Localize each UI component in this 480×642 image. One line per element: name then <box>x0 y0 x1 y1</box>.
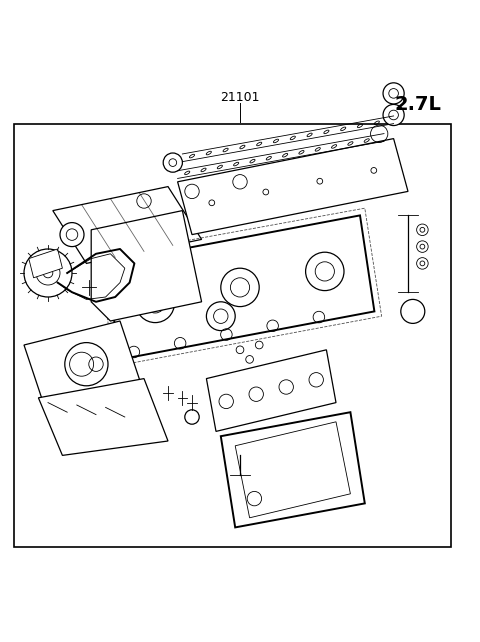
Polygon shape <box>206 350 336 431</box>
Polygon shape <box>106 216 374 360</box>
Polygon shape <box>178 139 408 234</box>
Polygon shape <box>91 211 202 321</box>
Polygon shape <box>53 187 202 263</box>
Circle shape <box>383 105 404 126</box>
Text: 21101: 21101 <box>220 91 260 104</box>
Polygon shape <box>29 249 62 278</box>
Bar <box>14 124 451 546</box>
Circle shape <box>185 410 199 424</box>
Polygon shape <box>221 412 365 527</box>
Circle shape <box>60 223 84 247</box>
Circle shape <box>383 83 404 104</box>
Text: 2.7L: 2.7L <box>395 96 442 114</box>
Polygon shape <box>38 379 168 455</box>
Circle shape <box>24 249 72 297</box>
Polygon shape <box>24 321 144 417</box>
